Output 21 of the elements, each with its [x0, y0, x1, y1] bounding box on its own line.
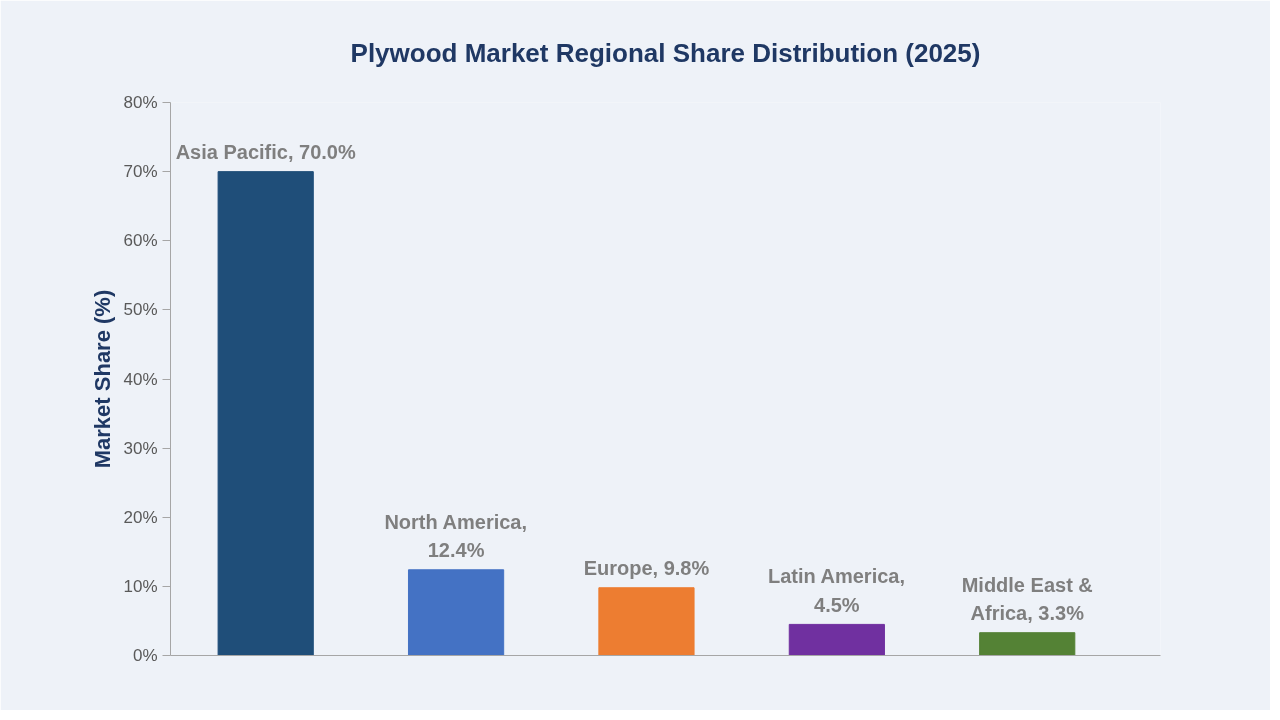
bar — [217, 171, 314, 656]
y-tick-label: 70% — [123, 162, 158, 182]
bar — [598, 587, 695, 656]
y-tick-label: 20% — [123, 507, 158, 527]
y-tick-label: 0% — [132, 646, 158, 665]
chart-title: Plywood Market Regional Share Distribution (2025) — [350, 37, 981, 68]
y-tick-label: 10% — [123, 576, 158, 596]
data-label: Middle East & Africa, 3.3% — [961, 573, 1093, 625]
y-tick-label: 60% — [123, 231, 158, 251]
data-label: Asia Pacific, 70.0% — [175, 141, 356, 164]
data-label: Latin America, 4.5% — [767, 565, 906, 617]
data-label: North America, 12.4% — [384, 510, 528, 562]
y-axis-title: Market Share (%) — [90, 289, 116, 469]
y-tick-label: 30% — [123, 438, 158, 458]
bar — [407, 569, 505, 656]
y-tick-label: 80% — [123, 93, 158, 112]
y-tick-label: 50% — [123, 300, 158, 320]
data-label: Europe, 9.8% — [583, 557, 710, 580]
bar — [979, 632, 1076, 656]
bar — [788, 623, 885, 656]
y-tick-label: 40% — [123, 369, 158, 389]
